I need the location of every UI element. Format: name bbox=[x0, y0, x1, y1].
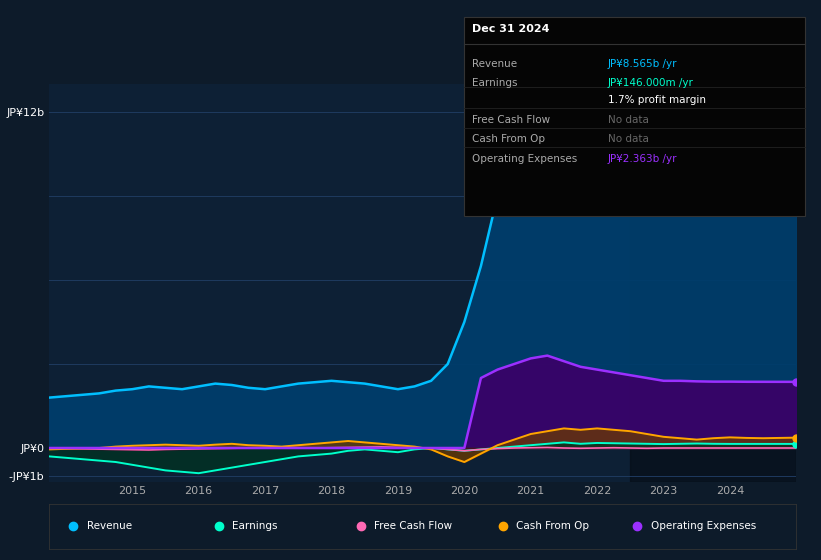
Text: 1.7% profit margin: 1.7% profit margin bbox=[608, 95, 705, 105]
Text: Cash From Op: Cash From Op bbox=[516, 521, 589, 531]
Text: Revenue: Revenue bbox=[472, 59, 517, 69]
Text: Earnings: Earnings bbox=[232, 521, 277, 531]
Text: JP¥8.565b /yr: JP¥8.565b /yr bbox=[608, 59, 677, 69]
Text: Free Cash Flow: Free Cash Flow bbox=[472, 115, 550, 125]
Text: Cash From Op: Cash From Op bbox=[472, 134, 545, 144]
Text: Free Cash Flow: Free Cash Flow bbox=[374, 521, 452, 531]
Text: JP¥2.363b /yr: JP¥2.363b /yr bbox=[608, 154, 677, 164]
Bar bbox=[631, 84, 796, 482]
Text: JP¥146.000m /yr: JP¥146.000m /yr bbox=[608, 78, 694, 88]
Text: No data: No data bbox=[608, 115, 649, 125]
Text: Dec 31 2024: Dec 31 2024 bbox=[472, 24, 549, 34]
Text: Revenue: Revenue bbox=[87, 521, 131, 531]
Text: No data: No data bbox=[608, 134, 649, 144]
Text: Earnings: Earnings bbox=[472, 78, 517, 88]
Text: Operating Expenses: Operating Expenses bbox=[651, 521, 756, 531]
Text: Operating Expenses: Operating Expenses bbox=[472, 154, 577, 164]
